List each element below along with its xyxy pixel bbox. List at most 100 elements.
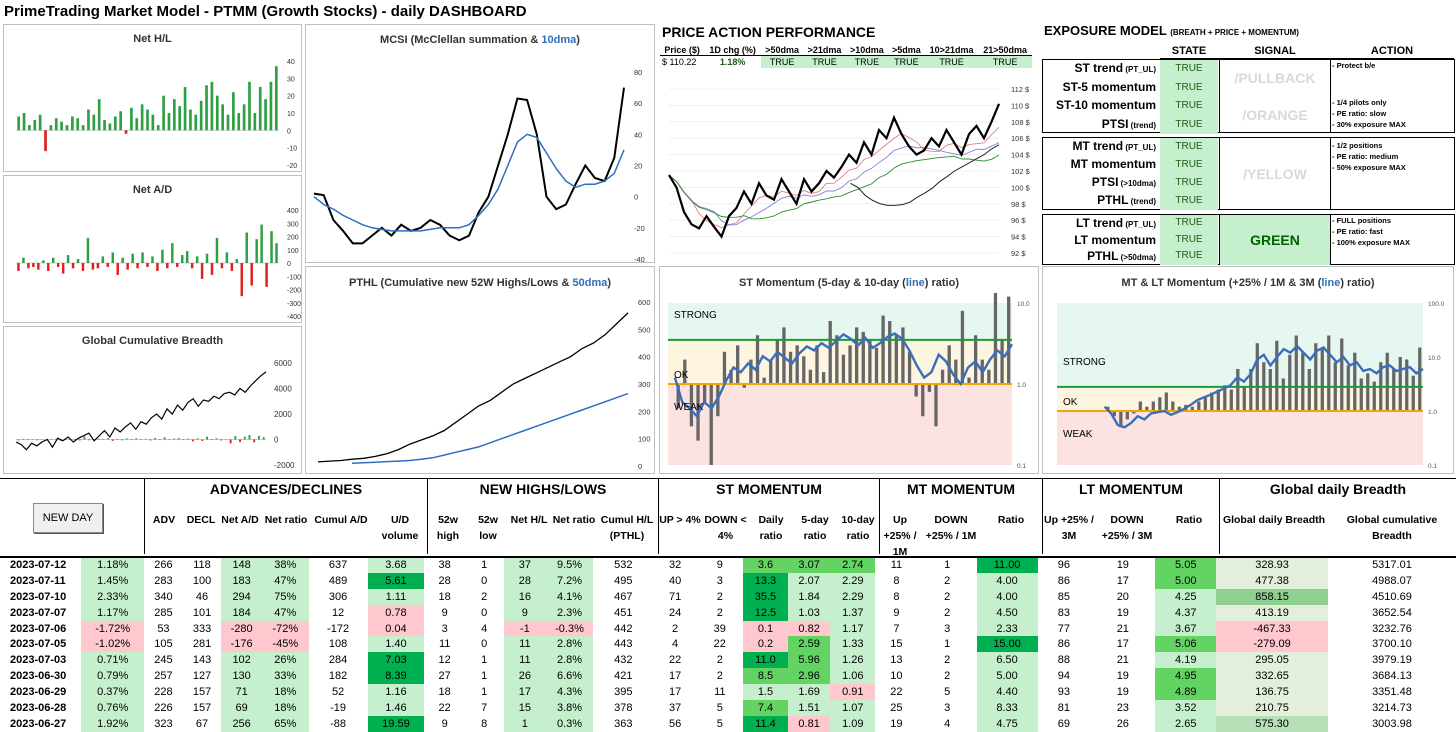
dashboard-title: PrimeTrading Market Model - PTMM (Growth…	[4, 3, 527, 20]
column-header: Net A/D	[221, 514, 259, 526]
mt-exposure-box	[1042, 137, 1455, 210]
table-cell: 19	[1116, 670, 1129, 683]
table-cell: 489	[328, 574, 348, 587]
table-cell: 3.07	[787, 557, 831, 573]
bar	[205, 253, 209, 263]
table-cell: 1.06	[830, 668, 876, 685]
momentum-bar	[749, 359, 753, 384]
table-cell: 56	[668, 717, 682, 730]
bar	[149, 439, 152, 441]
bar	[49, 125, 53, 131]
bar	[96, 263, 100, 269]
table-cell: 3003.98	[1372, 717, 1412, 730]
mcsi-panel: MCSI (McClellan summation & 10dma) 80 60 4…	[305, 24, 655, 264]
table-cell: 1.09	[830, 715, 876, 732]
momentum-bar	[795, 345, 799, 384]
new-day-button[interactable]: NEW DAY	[33, 503, 103, 533]
y-tick-label: 2000	[274, 410, 292, 419]
momentum-bar	[1138, 401, 1142, 411]
table-cell: 47%	[261, 572, 309, 589]
table-cell: 245	[154, 654, 173, 667]
momentum-bar	[848, 345, 852, 384]
table-cell: 413.19	[1216, 604, 1328, 621]
bar	[97, 99, 101, 131]
table-cell: 2023-07-03	[10, 654, 67, 667]
momentum-bar	[940, 369, 945, 384]
table-cell: 22	[668, 654, 682, 667]
bar	[156, 125, 160, 131]
bar	[201, 439, 204, 441]
table-cell: 3.52	[1155, 700, 1217, 716]
momentum-bar	[1418, 347, 1422, 411]
momentum-bar	[868, 339, 872, 384]
momentum-bar	[855, 327, 859, 384]
bar	[210, 439, 213, 441]
bar	[221, 104, 224, 131]
y-tick-label: 100.0	[1428, 301, 1445, 308]
bar	[47, 263, 50, 271]
bar	[116, 438, 119, 440]
bar	[108, 123, 112, 131]
table-cell: 2023-06-28	[10, 701, 67, 714]
table-cell: 284	[328, 654, 348, 667]
momentum-bar	[947, 345, 951, 384]
table-cell: 332.65	[1216, 668, 1328, 685]
table-cell: 333	[192, 622, 212, 635]
exposure-title: EXPOSURE MODEL (BREATH + PRICE + MOMENTU…	[1044, 23, 1299, 38]
table-cell: 4.25	[1155, 588, 1217, 605]
bar	[44, 130, 47, 152]
bar	[255, 239, 258, 263]
column-header: DOWN < 4%	[704, 514, 747, 542]
bar	[195, 256, 199, 263]
bar	[180, 255, 184, 263]
momentum-bar	[888, 320, 892, 384]
table-cell: 2023-06-29	[10, 686, 67, 699]
y-tick-label: 20	[634, 162, 642, 171]
table-cell: 26%	[261, 652, 309, 669]
y-tick-label: 94 $	[1011, 233, 1026, 242]
table-cell: 0.2	[743, 636, 788, 653]
bar	[151, 256, 154, 263]
bar	[215, 438, 218, 440]
table-cell: 0.76%	[81, 700, 145, 716]
bar	[264, 99, 267, 131]
momentum-bar	[1216, 389, 1220, 411]
table-cell: 52	[331, 686, 345, 699]
table-cell: 2	[672, 622, 679, 635]
bar	[162, 95, 165, 131]
bar	[158, 439, 161, 441]
table-cell: 69	[1057, 717, 1071, 730]
table-cell: 11.4	[743, 715, 788, 732]
bar	[107, 438, 109, 440]
table-cell: 101	[192, 606, 212, 619]
column-header: Ratio	[997, 514, 1025, 526]
table-cell: 16	[503, 588, 547, 605]
table-cell: 11	[890, 559, 903, 572]
table-cell: 3700.10	[1372, 638, 1412, 651]
table-cell: 1.33	[830, 636, 876, 653]
bar	[131, 253, 134, 263]
momentum-bar	[742, 384, 746, 388]
y-tick-label: 400	[287, 208, 299, 215]
table-cell: 37	[503, 557, 547, 573]
table-cell: 18	[438, 686, 451, 699]
momentum-bar	[689, 384, 694, 427]
table-cell: 3	[441, 622, 448, 635]
bar	[106, 263, 110, 267]
group-header: Global daily Breadth	[1269, 481, 1407, 497]
table-cell: 10	[890, 670, 903, 683]
table-cell: 858.15	[1216, 588, 1328, 605]
bar	[136, 263, 139, 269]
bar	[176, 263, 179, 267]
table-cell: 2023-07-10	[10, 590, 67, 603]
momentum-bar	[1372, 381, 1376, 411]
table-cell: 1.37	[830, 604, 876, 621]
table-cell: 2.8%	[546, 636, 593, 653]
table-cell: 102	[221, 652, 262, 669]
table-cell: 532	[614, 559, 633, 572]
pa-header: >5dma	[888, 45, 925, 56]
column-header: Net ratio	[552, 514, 596, 526]
momentum-bar	[907, 351, 912, 384]
momentum-bar	[1125, 411, 1129, 420]
state-value: TRUE	[1160, 174, 1218, 192]
